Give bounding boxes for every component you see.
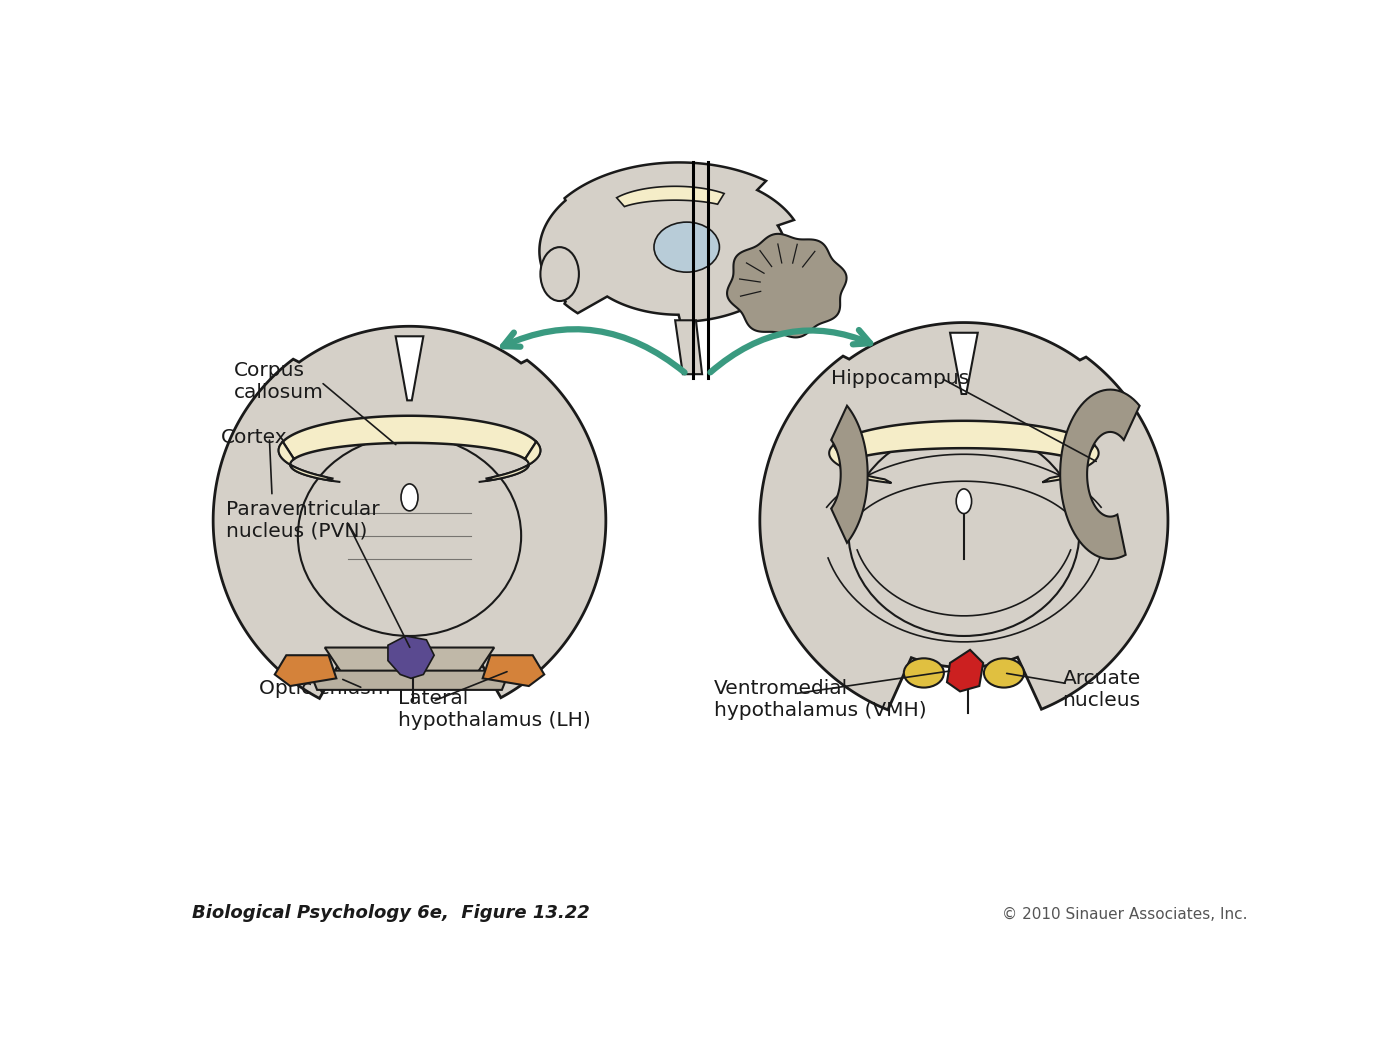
Polygon shape [1060,389,1140,559]
Ellipse shape [904,659,944,688]
Polygon shape [309,670,510,690]
Polygon shape [727,234,847,338]
Polygon shape [946,650,983,691]
Polygon shape [325,648,494,682]
Text: Paraventricular
nucleus (PVN): Paraventricular nucleus (PVN) [227,500,379,541]
Polygon shape [283,416,536,459]
Polygon shape [483,655,545,686]
Polygon shape [213,326,606,699]
Text: Lateral
hypothalamus (LH): Lateral hypothalamus (LH) [398,689,591,730]
Polygon shape [539,162,822,322]
Ellipse shape [984,659,1023,688]
Polygon shape [486,442,540,481]
Polygon shape [760,323,1168,710]
Text: © 2010 Sinauer Associates, Inc.: © 2010 Sinauer Associates, Inc. [1002,908,1247,923]
Polygon shape [616,186,724,206]
Text: Arcuate
nucleus: Arcuate nucleus [1063,669,1141,710]
Text: Ventromedial
hypothalamus (VMH): Ventromedial hypothalamus (VMH) [714,680,927,721]
Polygon shape [833,421,1095,463]
Polygon shape [832,406,868,543]
Polygon shape [951,332,977,393]
Polygon shape [388,636,434,679]
Polygon shape [675,320,703,375]
Polygon shape [279,442,333,481]
Text: Cortex: Cortex [221,428,287,447]
Text: Optic chiasm: Optic chiasm [259,679,391,697]
Polygon shape [396,337,423,401]
Text: Hippocampus: Hippocampus [832,368,970,387]
Ellipse shape [654,222,720,272]
Ellipse shape [956,489,972,513]
Ellipse shape [400,484,419,511]
Text: Biological Psychology 6e,  Figure 13.22: Biological Psychology 6e, Figure 13.22 [192,905,591,923]
Ellipse shape [540,247,580,301]
Polygon shape [829,445,892,483]
Polygon shape [1043,445,1099,482]
Text: Corpus
callosum: Corpus callosum [234,362,323,402]
Polygon shape [274,655,336,686]
